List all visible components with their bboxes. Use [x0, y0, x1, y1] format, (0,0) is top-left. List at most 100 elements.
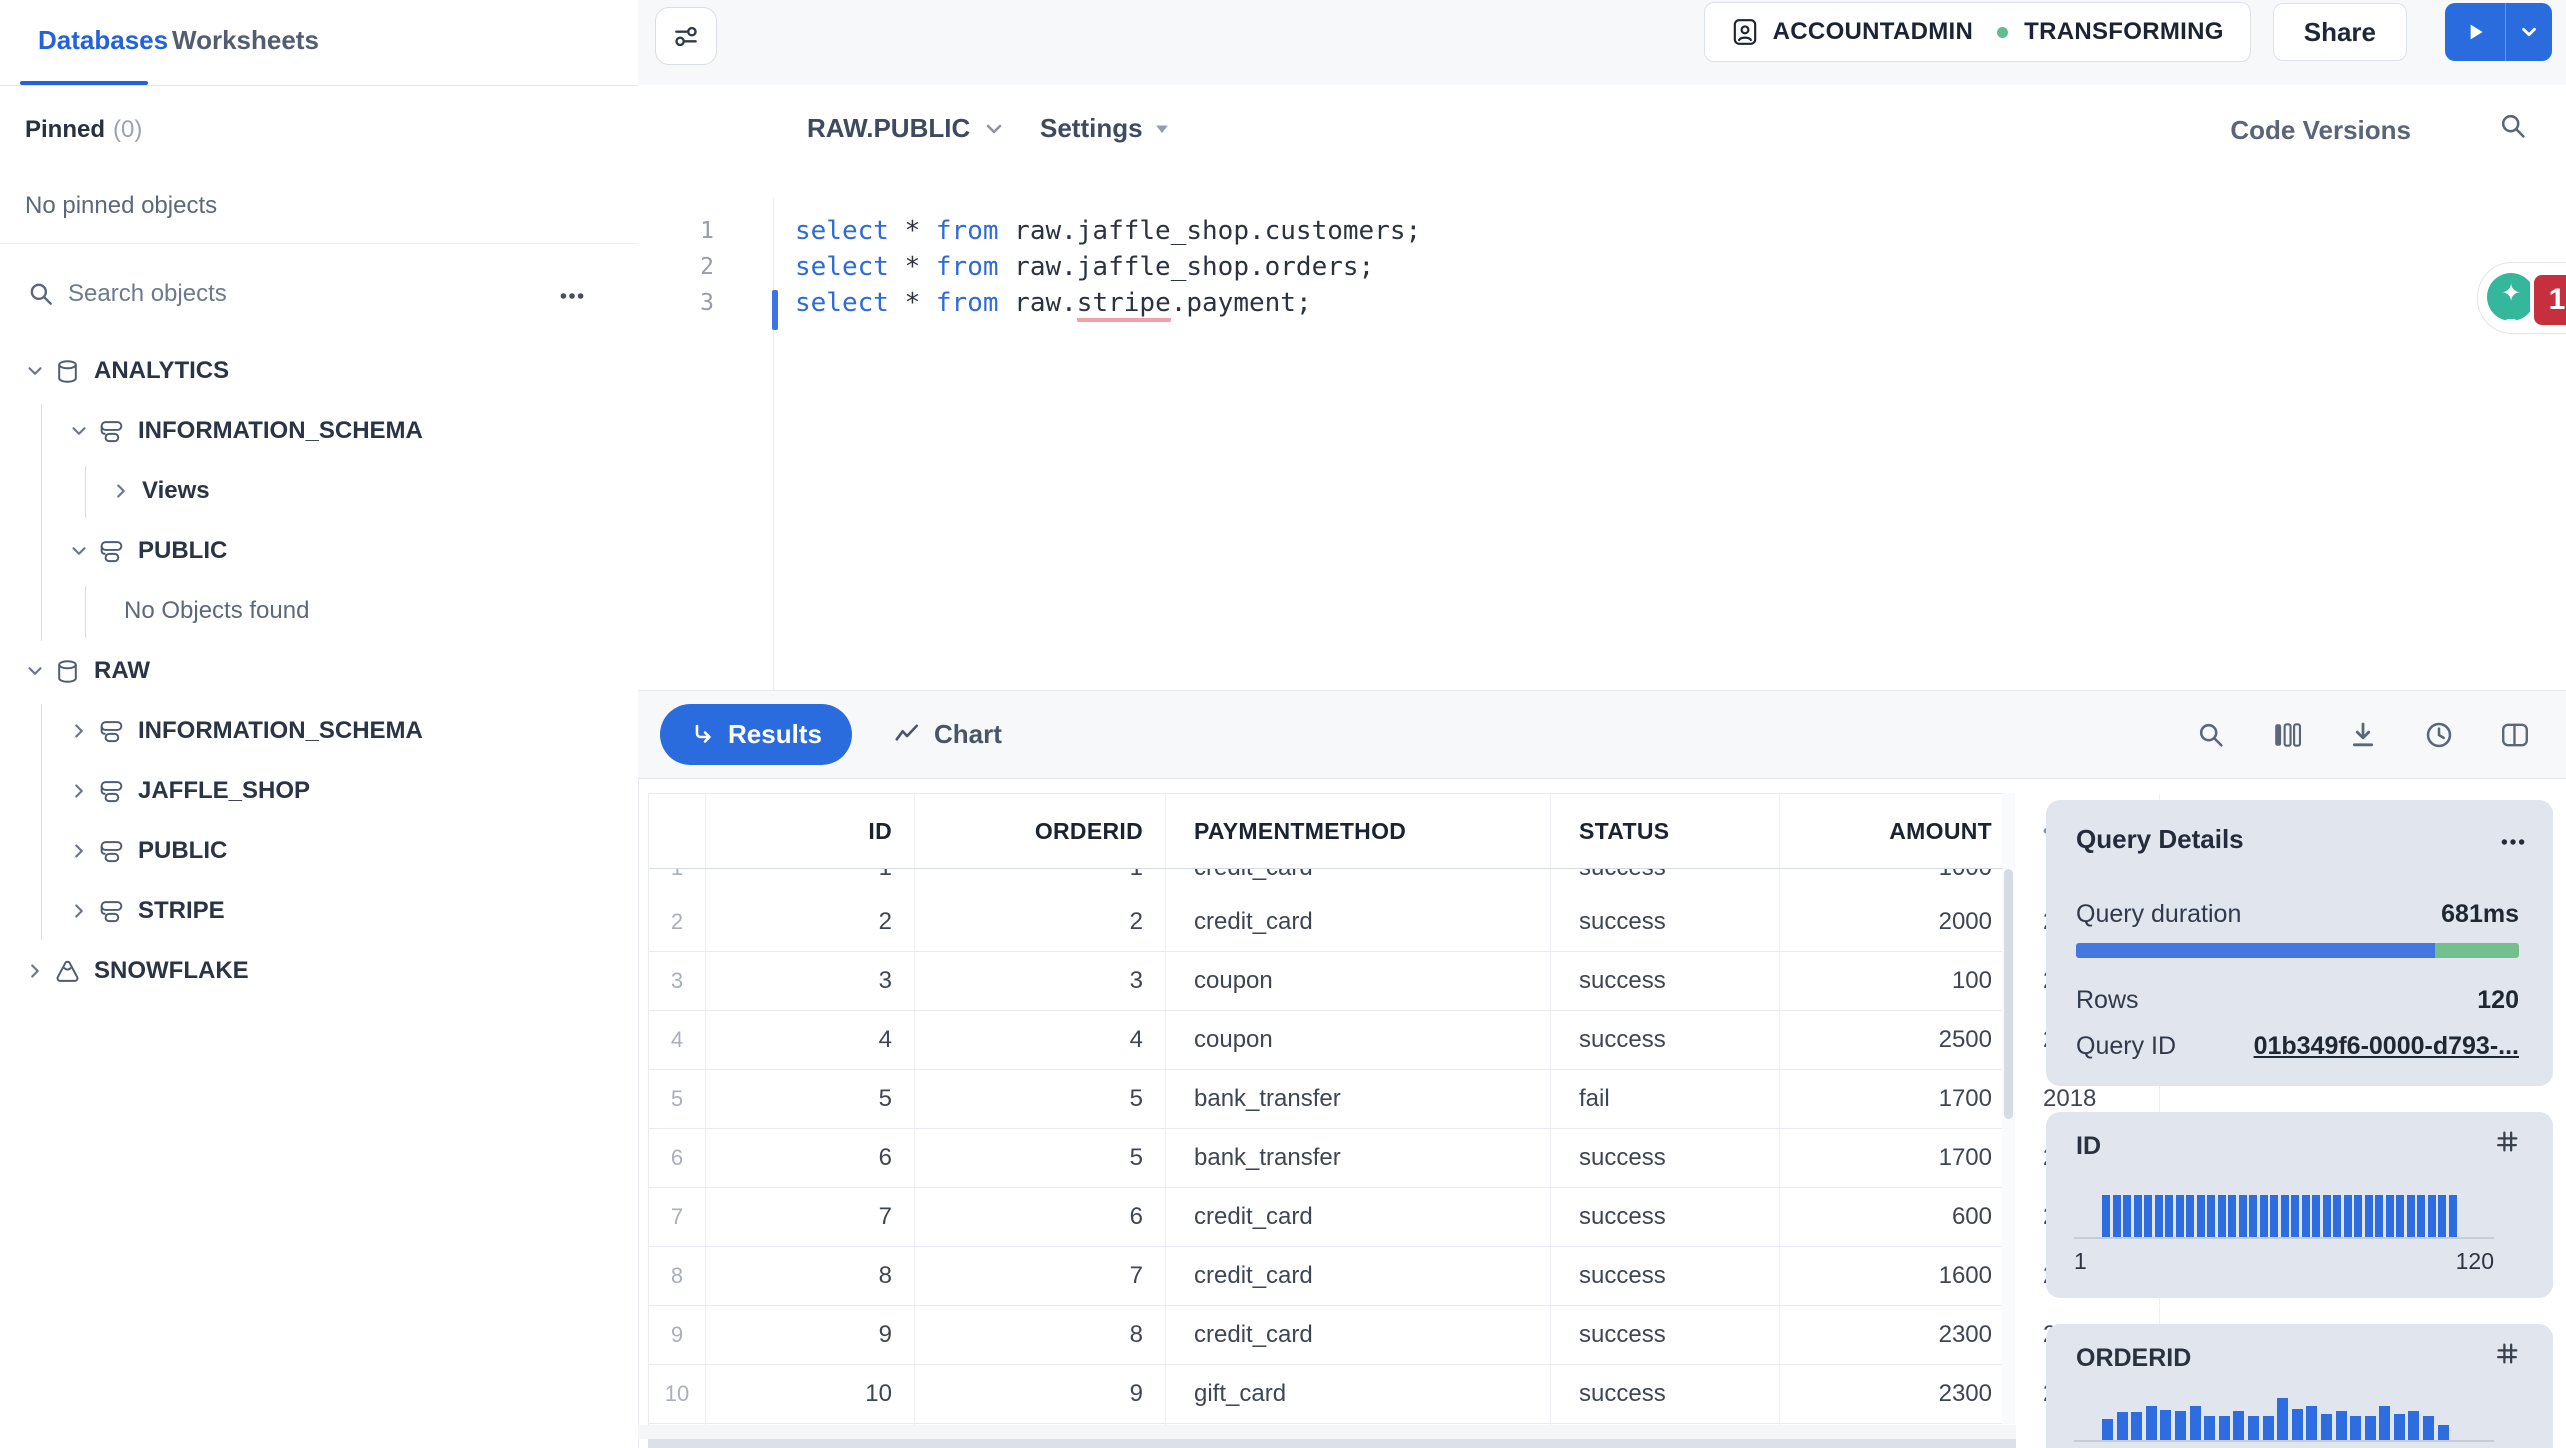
tree-item-public[interactable]: PUBLIC: [0, 521, 638, 581]
pinned-empty-text: No pinned objects: [25, 192, 218, 219]
editor-context-dropdown[interactable]: RAW.PUBLIC: [807, 113, 1006, 144]
table-row[interactable]: 111credit_cardsuccess10002018: [649, 869, 2003, 893]
cell: 4: [649, 1011, 706, 1069]
tree-item-no-objects-found: No Objects found: [0, 581, 638, 641]
header-cell[interactable]: ORDERID: [915, 794, 1166, 868]
cell: 6: [915, 1188, 1166, 1246]
cell: 3: [915, 952, 1166, 1010]
tab-worksheets[interactable]: Worksheets: [172, 0, 319, 81]
results-horizontal-scrollbar[interactable]: [648, 1439, 2016, 1448]
tree-item-snowflake[interactable]: SNOWFLAKE: [0, 941, 638, 1001]
tree-item-analytics[interactable]: ANALYTICS: [0, 341, 638, 401]
table-row[interactable]: 444couponsuccess25002018: [649, 1011, 2160, 1070]
tree-item-information-schema[interactable]: INFORMATION_SCHEMA: [0, 401, 638, 461]
chevron-down-icon[interactable]: [68, 419, 98, 443]
histogram-bar: [2186, 1195, 2194, 1237]
run-button[interactable]: [2445, 3, 2505, 61]
header-cell[interactable]: STATUS: [1551, 794, 1780, 868]
chevron-right-icon[interactable]: [24, 959, 54, 983]
tab-databases[interactable]: Databases: [38, 0, 168, 81]
search-options-ellipsis-icon[interactable]: [558, 282, 586, 310]
cell: 8: [649, 1247, 706, 1305]
partially-scrolled-row[interactable]: 111credit_cardsuccess10002018: [649, 869, 2003, 893]
filter-sliders-button[interactable]: [655, 7, 717, 65]
gutter-separator: [773, 198, 774, 690]
sql-editor: RAW.PUBLIC Settings Code Versions 1 2 3 se…: [638, 85, 2566, 690]
id-histogram-bars: [2102, 1195, 2457, 1237]
tree-item-jaffle-shop[interactable]: JAFFLE_SHOP: [0, 761, 638, 821]
run-split-button: [2445, 3, 2552, 61]
cell: credit_card: [1166, 893, 1551, 951]
header-cell[interactable]: ID: [706, 794, 915, 868]
tree-item-raw[interactable]: RAW: [0, 641, 638, 701]
caret-down-icon: [1155, 124, 1169, 134]
schema-icon: [98, 718, 136, 745]
schema-icon: [98, 838, 136, 865]
history-clock-icon[interactable]: [2424, 720, 2454, 750]
cell: 2300: [1780, 1306, 2015, 1364]
hash-icon[interactable]: [2494, 1128, 2521, 1155]
header-cell[interactable]: AMOUNT: [1780, 794, 2015, 868]
chevron-down-icon[interactable]: [24, 359, 54, 383]
search-input[interactable]: [66, 272, 450, 316]
query-id-link[interactable]: 01b349f6-0000-d793-...: [2253, 1032, 2519, 1060]
split-panel-icon[interactable]: [2500, 720, 2530, 750]
histogram-bar: [2343, 1195, 2352, 1237]
orderid-histogram-title: ORDERID: [2076, 1344, 2192, 1372]
topbar-actions: ACCOUNTADMIN TRANSFORMING Share: [1703, 2, 2552, 62]
chevron-down-icon[interactable]: [68, 539, 98, 563]
table-row[interactable]: 5 5 5 bank_transfer fail 1700 2018: [649, 1070, 2160, 1129]
histogram-bar: [2228, 1195, 2236, 1237]
chevron-right-icon[interactable]: [68, 839, 98, 863]
code-versions-link[interactable]: Code Versions: [2230, 115, 2411, 145]
error-underlined-token: stripe: [1076, 288, 1171, 322]
cell: 4: [706, 1011, 915, 1069]
histogram-bar: [2131, 1412, 2143, 1440]
tree-guide-line: [41, 704, 42, 940]
copilot-suggestion-pill[interactable]: ✦ 1: [2477, 262, 2566, 334]
cell: credit_card: [1166, 1306, 1551, 1364]
chevron-right-icon[interactable]: [68, 779, 98, 803]
tab-chart[interactable]: Chart: [893, 704, 1002, 765]
tree-item-information-schema[interactable]: INFORMATION_SCHEMA: [0, 701, 638, 761]
tree-item-stripe[interactable]: STRIPE: [0, 881, 638, 941]
columns-icon[interactable]: [2272, 720, 2302, 750]
results-vertical-scrollbar[interactable]: [2002, 793, 2015, 1425]
chevron-down-icon[interactable]: [24, 659, 54, 683]
histogram-bar: [2393, 1414, 2405, 1440]
tab-results[interactable]: Results: [660, 704, 852, 765]
context-selector[interactable]: ACCOUNTADMIN TRANSFORMING: [1703, 2, 2251, 62]
editor-settings-dropdown[interactable]: Settings: [1040, 113, 1169, 144]
search-results-icon[interactable]: [2196, 720, 2226, 750]
cell: credit_card: [1166, 869, 1551, 893]
hash-icon[interactable]: [2494, 1340, 2521, 1367]
histogram-bar: [2423, 1416, 2435, 1440]
histogram-bar: [2196, 1195, 2205, 1237]
cell: success: [1551, 1306, 1780, 1364]
cell: 2000: [1780, 893, 2015, 951]
histogram-bar: [2174, 1411, 2186, 1440]
header-cell[interactable]: [649, 794, 706, 868]
run-options-button[interactable]: [2505, 3, 2552, 61]
chevron-right-icon[interactable]: [110, 479, 140, 503]
histogram-bar: [2364, 1416, 2376, 1440]
tree-item-views[interactable]: Views: [0, 461, 638, 521]
chevron-right-icon[interactable]: [68, 899, 98, 923]
header-cell[interactable]: PAYMENTMETHOD: [1166, 794, 1551, 868]
download-icon[interactable]: [2348, 720, 2378, 750]
tree-item-public[interactable]: PUBLIC: [0, 821, 638, 881]
share-button[interactable]: Share: [2272, 3, 2407, 61]
table-row[interactable]: 333couponsuccess1002018: [649, 952, 2160, 1011]
code-area[interactable]: select * from raw.jaffle_shop.customers;…: [795, 213, 1421, 322]
object-tree: ANALYTICS INFORMATION_SCHEMA Views PUBLIC No…: [0, 341, 638, 1001]
histogram-bar: [2133, 1195, 2142, 1237]
query-details-menu-icon[interactable]: [2499, 828, 2527, 856]
editor-search-icon[interactable]: [2498, 111, 2528, 141]
chevron-right-icon[interactable]: [68, 719, 98, 743]
